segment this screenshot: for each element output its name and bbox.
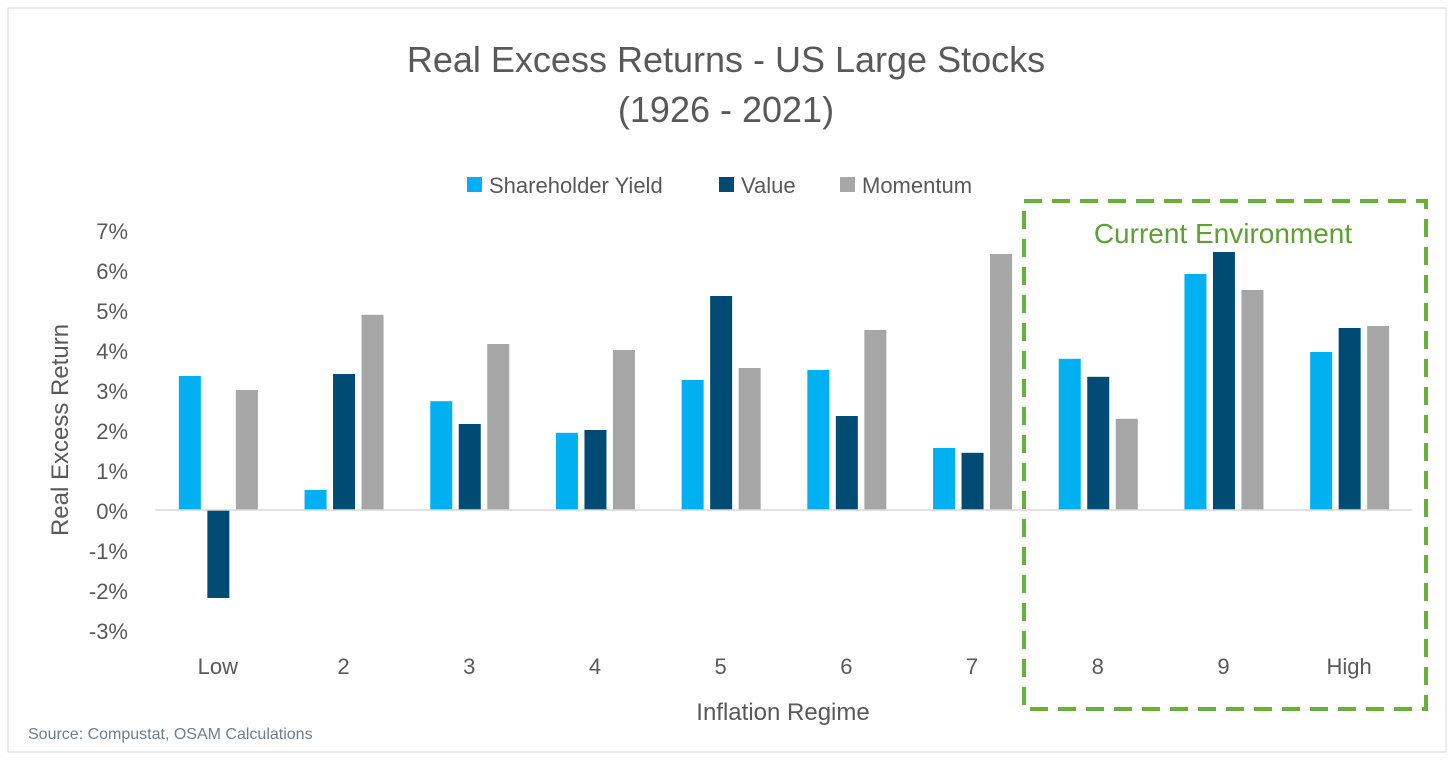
bar-value (835, 416, 858, 510)
legend-swatch (467, 177, 482, 192)
bar-momentum (361, 314, 384, 510)
bar-shareholder-yield (681, 380, 704, 510)
y-axis: 7% 6% 5% 4% 3% 2% 1% 0% -1% -2% -3% (89, 219, 128, 644)
current-environment-box (1022, 199, 1428, 711)
bar-shareholder-yield (304, 490, 327, 510)
bar-shareholder-yield (178, 376, 201, 510)
legend-swatch (840, 177, 855, 192)
bar-shareholder-yield (1184, 274, 1207, 510)
bar-momentum (1367, 326, 1390, 510)
y-tick-label: 2% (96, 419, 128, 444)
bar-shareholder-yield (807, 370, 830, 510)
legend-swatch (719, 177, 734, 192)
y-tick-label: -1% (89, 539, 128, 564)
x-tick-label: Low (198, 654, 238, 679)
legend-label: Shareholder Yield (489, 173, 663, 198)
bar-shareholder-yield (430, 401, 453, 510)
y-tick-label: 5% (96, 299, 128, 324)
bar-momentum (1115, 418, 1138, 510)
x-tick-label: High (1327, 654, 1372, 679)
y-tick-label: -3% (89, 619, 128, 644)
y-axis-label: Real Excess Return (47, 324, 74, 536)
bar-value (1212, 252, 1235, 510)
bar-value (458, 424, 481, 510)
source-note: Source: Compustat, OSAM Calculations (28, 726, 313, 743)
legend-label: Value (741, 173, 796, 198)
legend-label: Momentum (862, 173, 972, 198)
bar-value (710, 296, 733, 510)
bar-shareholder-yield (1310, 352, 1333, 510)
y-tick-label: 1% (96, 459, 128, 484)
bar-momentum (1241, 290, 1264, 510)
bar-momentum (990, 254, 1013, 510)
x-tick-label: 2 (337, 654, 349, 679)
bar-value (207, 510, 230, 598)
x-tick-label: 4 (589, 654, 601, 679)
bar-momentum (738, 368, 761, 510)
current-environment-label: Current Environment (1094, 218, 1353, 249)
y-tick-label: 3% (96, 379, 128, 404)
bar-value (1338, 328, 1361, 510)
y-tick-label: -2% (89, 579, 128, 604)
bar-momentum (235, 390, 258, 510)
bar-value (584, 430, 607, 510)
x-axis-label: Inflation Regime (696, 699, 869, 726)
x-tick-label: 3 (463, 654, 475, 679)
bar-shareholder-yield (1058, 358, 1081, 510)
y-tick-label: 0% (96, 499, 128, 524)
x-tick-label: 7 (966, 654, 978, 679)
bar-momentum (864, 330, 887, 510)
x-axis: Low 2 3 4 5 6 7 8 9 High (198, 654, 1372, 679)
legend: Shareholder Yield Value Momentum (467, 173, 972, 198)
x-tick-label: 9 (1217, 654, 1229, 679)
bars (155, 252, 1412, 598)
bar-value (1087, 376, 1110, 510)
y-tick-label: 4% (96, 339, 128, 364)
bar-shareholder-yield (555, 432, 578, 510)
y-tick-label: 7% (96, 219, 128, 244)
chart-title: Real Excess Returns - US Large Stocks (407, 39, 1045, 80)
bar-value (333, 374, 356, 510)
y-tick-label: 6% (96, 259, 128, 284)
x-tick-label: 5 (715, 654, 727, 679)
bar-momentum (487, 344, 510, 510)
x-tick-label: 8 (1092, 654, 1104, 679)
bar-value (961, 452, 984, 510)
bar-momentum (612, 350, 635, 510)
bar-shareholder-yield (933, 448, 956, 510)
x-tick-label: 6 (840, 654, 852, 679)
chart-subtitle: (1926 - 2021) (618, 89, 834, 130)
